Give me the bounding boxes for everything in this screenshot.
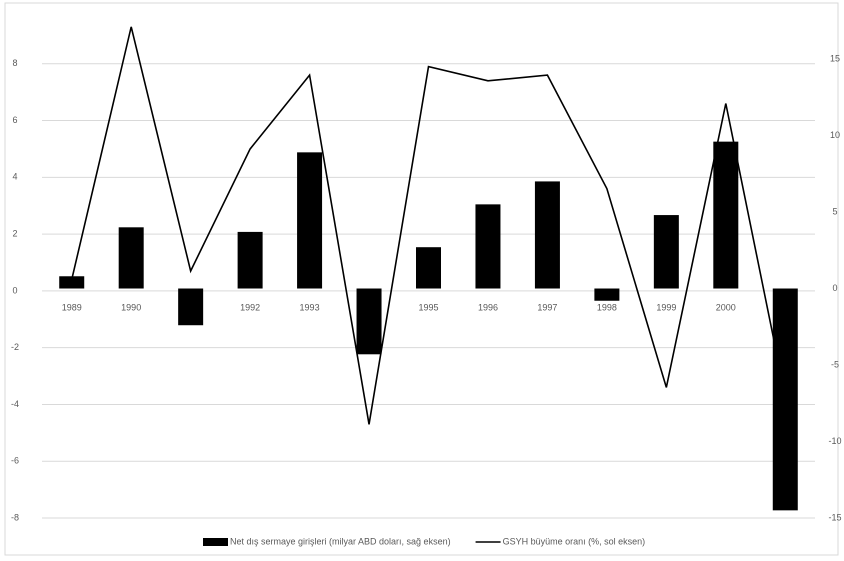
y-tick-label: 2 [12,228,17,238]
y-tick-label: -6 [11,456,19,466]
legend-swatch [203,538,228,546]
bar [713,141,739,289]
legend-label: GSYH büyüme oranı (%, sol eksen) [503,536,646,546]
bar [178,288,204,326]
x-tick-label: 1990 [121,302,141,312]
bar [416,247,441,289]
bar [237,231,263,289]
y2-tick-label: 0 [832,283,837,293]
y2-tick-label: -10 [828,436,841,446]
y-tick-label: 6 [12,115,17,125]
bar [475,204,501,289]
x-tick-label: 2000 [716,302,736,312]
bar [653,215,679,289]
y2-tick-label: -5 [831,359,839,369]
y-tick-label: -2 [11,342,19,352]
x-tick-label: 1993 [300,302,320,312]
x-tick-label: 1998 [597,302,617,312]
y-tick-label: 4 [12,172,17,182]
bar [594,288,620,301]
y2-tick-label: 15 [830,53,840,63]
bar [772,288,798,511]
y2-tick-label: 5 [832,206,837,216]
y-tick-label: 8 [12,58,17,68]
x-tick-label: 1997 [537,302,557,312]
x-tick-label: 1989 [62,302,82,312]
line [70,26,787,425]
y-tick-label: -4 [11,399,19,409]
bar [59,276,85,289]
bar [118,227,144,289]
y2-tick-label: 10 [830,130,840,140]
bar [297,152,323,289]
legend-label: Net dış sermaye girişleri (milyar ABD do… [230,536,451,546]
bar [534,181,560,289]
x-tick-label: 1995 [418,302,438,312]
x-tick-label: 1999 [656,302,676,312]
x-tick-label: 1992 [240,302,260,312]
x-tick-label: 1996 [478,302,498,312]
y-tick-label: 0 [12,285,17,295]
y-tick-label: -8 [11,512,19,522]
bar [356,288,382,355]
y2-tick-label: -15 [828,512,841,522]
